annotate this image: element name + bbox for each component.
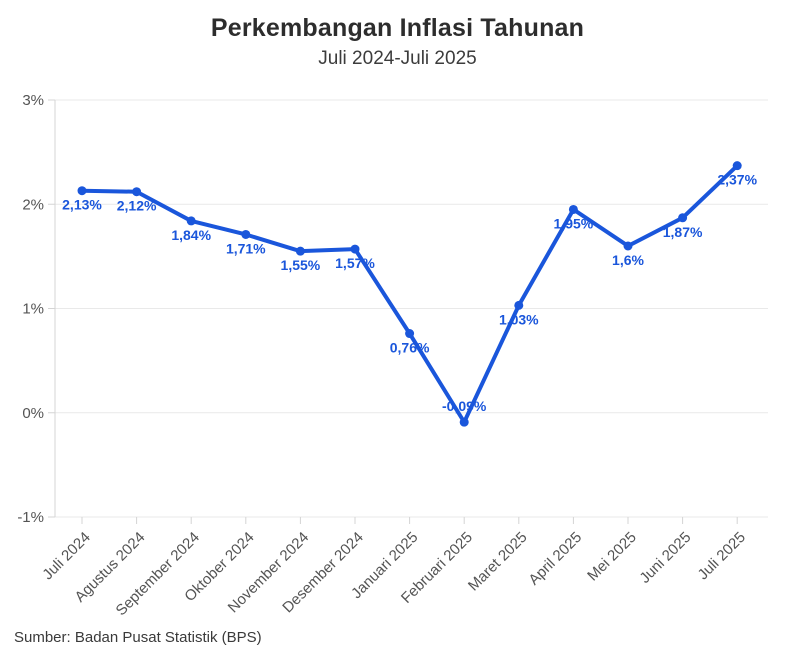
data-point <box>350 244 360 254</box>
data-point-label: 2,13% <box>62 197 102 213</box>
x-tick-label: April 2025 <box>525 529 585 589</box>
data-point <box>405 329 415 339</box>
x-tick-label: Juli 2025 <box>695 529 749 583</box>
data-point-label: 1,87% <box>663 224 703 240</box>
data-point-label: 1,55% <box>281 257 321 273</box>
data-point-label: 2,37% <box>717 172 757 188</box>
y-tick-label: 2% <box>22 196 44 213</box>
data-point <box>186 216 196 226</box>
data-point <box>77 186 87 196</box>
data-point-label: 1,84% <box>171 227 211 243</box>
line-chart: 3% 2% 1% 0% -1% Juli 2024 Agustus 2024 Septembe… <box>0 85 795 632</box>
data-point-label: 0,76% <box>390 340 430 356</box>
x-tick-label: Juni 2025 <box>636 529 694 587</box>
x-tick-label: Mei 2025 <box>584 529 640 585</box>
x-tick-label: Maret 2025 <box>465 529 531 595</box>
data-point-label: 1,71% <box>226 240 266 256</box>
data-point-label: -0,09% <box>442 398 487 414</box>
x-tick-label: Juli 2024 <box>39 529 93 583</box>
data-point <box>514 300 524 310</box>
data-point-label: 1,03% <box>499 311 539 327</box>
data-point-label: 1,6% <box>612 252 644 268</box>
source-caption: Sumber: Badan Pusat Statistik (BPS) <box>14 629 262 646</box>
y-tick-label: -1% <box>17 509 44 526</box>
data-point <box>732 161 742 171</box>
data-point-label: 1,95% <box>554 215 594 231</box>
data-point <box>295 246 305 256</box>
data-point <box>678 213 688 223</box>
data-point <box>623 241 633 251</box>
data-point <box>459 417 469 427</box>
data-point-label: 2,12% <box>117 198 157 214</box>
data-point <box>132 187 142 197</box>
y-tick-label: 1% <box>22 301 44 318</box>
y-tick-label: 3% <box>22 92 44 109</box>
chart-title: Perkembangan Inflasi Tahunan <box>210 14 585 42</box>
data-point <box>241 229 251 239</box>
data-point-label: 1,57% <box>335 255 375 271</box>
y-tick-label: 0% <box>22 405 44 422</box>
chart-subtitle: Juli 2024-Juli 2025 <box>318 48 477 69</box>
data-point <box>568 204 578 214</box>
